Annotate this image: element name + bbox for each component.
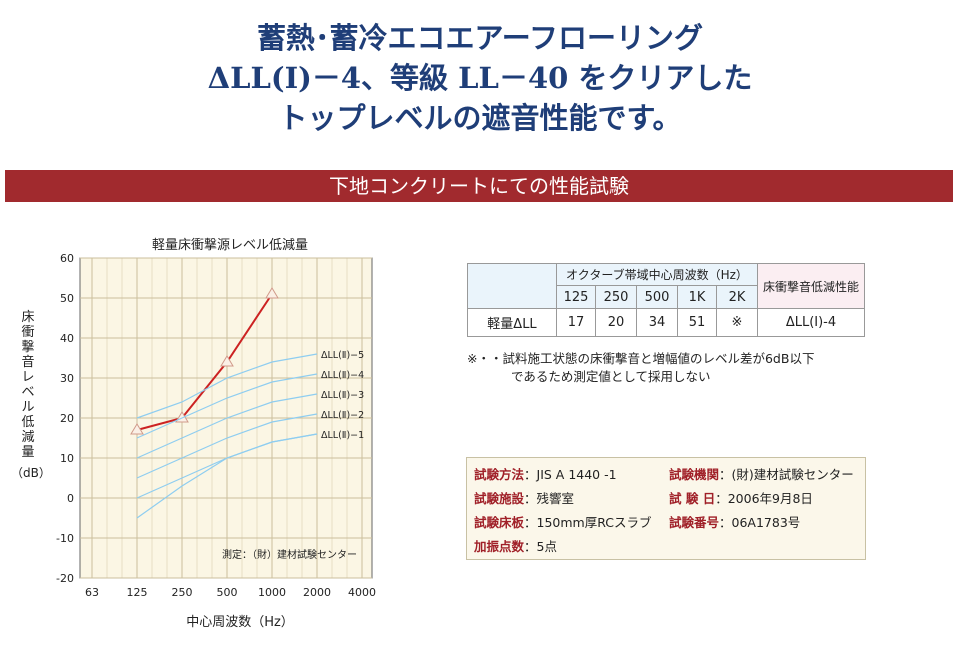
x-axis-label: 中心周波数（Hz） bbox=[186, 615, 294, 630]
y-label-char: 低 bbox=[21, 415, 35, 430]
x-tick-label: 1000 bbox=[258, 586, 286, 599]
spec-test-date: 試 験 日：2006年9月8日 bbox=[669, 488, 813, 510]
reference-series-line bbox=[136, 413, 318, 479]
spec-value: ：150mm厚RCスラブ bbox=[524, 515, 652, 530]
x-tick-label: 500 bbox=[217, 586, 238, 599]
spec-value: ：06A1783号 bbox=[719, 515, 801, 530]
y-tick-label: 20 bbox=[60, 412, 74, 425]
reference-series-line bbox=[136, 393, 318, 459]
y-label-char: 衝 bbox=[21, 325, 35, 340]
spec-test-method: 試験方法：JIS A 1440 -1 bbox=[474, 464, 617, 486]
y-label-char: レ bbox=[21, 370, 35, 385]
table-footnote: ※・・試料施工状態の床衝撃音と増幅値のレベル差が6dB以下 であるため測定値とし… bbox=[467, 350, 814, 386]
freq-header: オクターブ帯域中心周波数（Hz） bbox=[556, 263, 758, 286]
y-tick-label: 40 bbox=[60, 332, 74, 345]
headline-line-3: トップレベルの遮音性能です。 bbox=[278, 101, 682, 135]
reference-series-line bbox=[136, 353, 318, 419]
spec-key: 試験方法 bbox=[474, 467, 525, 482]
footnote-line-2: であるため測定値として採用しない bbox=[511, 369, 711, 384]
x-tick-label: 2000 bbox=[303, 586, 331, 599]
value-cell: 51 bbox=[677, 308, 717, 337]
freq-cell: 2K bbox=[716, 285, 758, 309]
spec-key: 試験施設 bbox=[474, 491, 525, 506]
spec-value: ：5点 bbox=[524, 539, 557, 554]
value-cell: 34 bbox=[636, 308, 678, 337]
spec-test-slab: 試験床板：150mm厚RCスラブ bbox=[474, 512, 652, 534]
chart: 63 125 250 500 1000 2000 4000 60 50 40 30 20 10 0 -10 -… bbox=[0, 228, 400, 638]
measurement-note: 測定：（財）建材試験センター bbox=[222, 550, 357, 561]
y-label-char: 音 bbox=[21, 355, 35, 370]
section-banner: 下地コンクリートにての性能試験 bbox=[5, 170, 953, 202]
y-label-char: ル bbox=[21, 400, 35, 415]
freq-cell: 500 bbox=[636, 285, 678, 309]
table-corner bbox=[467, 263, 557, 309]
headline-line-2: ΔLL(Ⅰ)－4、等級 LL－40 をクリアした bbox=[207, 61, 753, 95]
x-tick-label: 4000 bbox=[348, 586, 376, 599]
reference-series-line bbox=[136, 373, 318, 439]
freq-cell: 250 bbox=[595, 285, 637, 309]
y-tick-label: 50 bbox=[60, 292, 74, 305]
chart-lines: ΔLL(Ⅱ)−5 ΔLL(Ⅱ)−4 ΔLL(Ⅱ)−3 ΔLL(Ⅱ)−2 ΔLL(Ⅱ)−1 bbox=[130, 287, 364, 519]
spec-value: ：(財)建材試験センター bbox=[719, 467, 854, 482]
series-label: ΔLL(Ⅱ)−4 bbox=[321, 370, 364, 381]
data-point bbox=[220, 355, 234, 367]
x-tick-label: 250 bbox=[172, 586, 193, 599]
series-label: ΔLL(Ⅱ)−2 bbox=[321, 410, 364, 421]
rating-header: 床衝撃音低減性能 bbox=[757, 263, 865, 309]
value-cell: 17 bbox=[556, 308, 596, 337]
headline: 蓄熱･蓄冷エコエアーフローリング ΔLL(Ⅰ)－4、等級 LL－40 をクリアし… bbox=[0, 18, 960, 138]
chart-grid bbox=[79, 257, 373, 579]
x-tick-label: 63 bbox=[85, 586, 99, 599]
y-label-char: ベ bbox=[21, 385, 35, 400]
spec-key: 加振点数 bbox=[474, 539, 525, 554]
x-tick-label: 125 bbox=[127, 586, 148, 599]
y-tick-label: 0 bbox=[67, 492, 74, 505]
y-label-char: 床 bbox=[21, 310, 35, 325]
spec-value: ：JIS A 1440 -1 bbox=[524, 467, 617, 482]
headline-line-1: 蓄熱･蓄冷エコエアーフローリング bbox=[256, 21, 704, 55]
data-point bbox=[265, 287, 279, 299]
y-tick-label: -20 bbox=[56, 572, 74, 585]
freq-cell: 1K bbox=[677, 285, 717, 309]
y-tick-label: 10 bbox=[60, 452, 74, 465]
spec-key: 試 験 日 bbox=[669, 491, 716, 506]
spec-test-agency: 試験機関：(財)建材試験センター bbox=[669, 464, 854, 486]
test-spec-box: 試験方法：JIS A 1440 -1 試験機関：(財)建材試験センター 試験施設… bbox=[466, 457, 866, 560]
y-axis-unit: （dB） bbox=[11, 466, 51, 480]
chart-title: 軽量床衝撃源レベル低減量 bbox=[151, 238, 308, 253]
chart-ticks: 63 125 250 500 1000 2000 4000 60 50 40 30 20 10 0 -10 -… bbox=[56, 252, 376, 599]
chart-svg: 63 125 250 500 1000 2000 4000 60 50 40 30 20 10 0 -10 -… bbox=[56, 252, 376, 599]
spec-key: 試験床板 bbox=[474, 515, 525, 530]
value-cell: 20 bbox=[595, 308, 637, 337]
spec-value: ：残響室 bbox=[524, 491, 575, 506]
y-axis-label: 床 衝 撃 音 レ ベ ル 低 減 量 bbox=[14, 310, 42, 460]
spec-test-number: 試験番号：06A1783号 bbox=[669, 512, 800, 534]
spec-value: ：2006年9月8日 bbox=[715, 491, 813, 506]
series-label: ΔLL(Ⅱ)−1 bbox=[321, 430, 364, 441]
freq-cell: 125 bbox=[556, 285, 596, 309]
spec-key: 試験番号 bbox=[669, 515, 720, 530]
rating-cell: ΔLL(Ⅰ)-4 bbox=[757, 308, 865, 337]
row-label: 軽量ΔLL bbox=[467, 308, 557, 337]
series-label: ΔLL(Ⅱ)−5 bbox=[321, 350, 364, 361]
y-label-char: 撃 bbox=[21, 340, 35, 355]
spec-excitation-points: 加振点数：5点 bbox=[474, 536, 557, 558]
y-tick-label: 30 bbox=[60, 372, 74, 385]
data-point bbox=[130, 423, 144, 435]
y-label-char: 量 bbox=[21, 445, 35, 460]
y-label-char: 減 bbox=[21, 430, 35, 445]
reference-series-line bbox=[136, 433, 318, 519]
y-tick-label: -10 bbox=[56, 532, 74, 545]
series-label: ΔLL(Ⅱ)−3 bbox=[321, 390, 364, 401]
spec-test-facility: 試験施設：残響室 bbox=[474, 488, 574, 510]
spec-key: 試験機関 bbox=[669, 467, 720, 482]
y-tick-label: 60 bbox=[60, 252, 74, 265]
results-table: オクターブ帯域中心周波数（Hz） 床衝撃音低減性能 125 250 500 1K… bbox=[467, 263, 865, 337]
value-cell: ※ bbox=[716, 308, 758, 337]
footnote-line-1: ※・・試料施工状態の床衝撃音と増幅値のレベル差が6dB以下 bbox=[467, 351, 815, 366]
